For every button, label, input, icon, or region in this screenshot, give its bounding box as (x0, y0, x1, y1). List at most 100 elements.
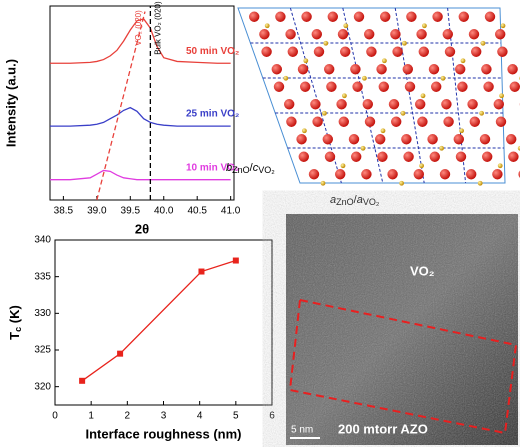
data-point (198, 268, 205, 275)
scale-label: 5 nm (291, 425, 313, 436)
atom (479, 134, 491, 145)
atom (375, 134, 386, 145)
atom (507, 64, 518, 75)
series-line (81, 259, 237, 382)
atom (298, 151, 309, 162)
atom (324, 64, 335, 75)
atom-small (283, 75, 289, 81)
x-tick-label: 5 (233, 411, 239, 422)
atom (441, 99, 452, 110)
atom (418, 46, 429, 57)
atom (469, 116, 480, 127)
y-tick-label: 330 (34, 308, 51, 319)
atom-small (419, 163, 424, 169)
atom (377, 151, 388, 162)
y-axis-label: Intensity (a.u.) (3, 59, 18, 147)
cell-outline (237, 7, 506, 184)
series-line (50, 106, 231, 127)
atom (455, 151, 467, 162)
x-tick-label: 1 (88, 411, 94, 422)
atom (297, 64, 309, 75)
atom (444, 46, 456, 57)
atom (508, 151, 519, 162)
atom (493, 99, 504, 110)
atom (287, 46, 298, 57)
y-label-part: T (7, 332, 22, 340)
atom (387, 169, 398, 180)
atom (481, 64, 492, 75)
atom (327, 11, 338, 22)
atom-small (382, 58, 387, 64)
atom (308, 169, 320, 180)
phase-label: 200 mtorr AZO (338, 421, 428, 436)
series-line (50, 169, 231, 181)
a-axis-label: aZnO/aVO₂ (330, 194, 380, 207)
atom-small (439, 145, 444, 151)
atom-small (362, 75, 367, 81)
x-tick-label: 40.5 (187, 206, 207, 217)
atom (416, 29, 427, 40)
atom (402, 64, 413, 75)
y-tick-label: 335 (34, 271, 51, 282)
atom (326, 81, 337, 92)
atom (335, 169, 346, 180)
atom (361, 169, 372, 180)
atom (285, 29, 296, 40)
atom (455, 64, 466, 75)
atom (401, 134, 412, 145)
atom (311, 29, 322, 40)
atom-small (264, 23, 270, 29)
atom (249, 11, 260, 22)
atom (390, 29, 401, 40)
atom (482, 151, 493, 162)
atom (362, 99, 373, 110)
atom-small (440, 75, 446, 81)
plot-frame (49, 5, 235, 201)
atom-small (517, 145, 520, 151)
interface-box (288, 298, 518, 435)
atom (471, 46, 482, 57)
x-tick-label: 2 (125, 411, 131, 422)
atom (391, 116, 402, 127)
tem-texture (286, 214, 518, 445)
atom (348, 134, 360, 145)
atom-small (302, 128, 307, 134)
atom-small (480, 40, 486, 46)
atom (380, 11, 391, 22)
atom (364, 116, 376, 127)
y-tick-label: 320 (34, 381, 51, 392)
guide-line (96, 11, 146, 201)
series-label: 50 min VO₂ (186, 46, 239, 57)
plot-frame (54, 239, 273, 406)
atom (417, 116, 428, 127)
atom (366, 46, 377, 57)
series-label: 25 min VO₂ (186, 109, 239, 120)
atom (284, 99, 295, 110)
atom (484, 11, 496, 22)
x-tick-label: 41.0 (221, 206, 241, 217)
atom-small (420, 93, 426, 99)
atom-small (499, 93, 504, 99)
x-tick-label: 40.0 (154, 206, 174, 217)
atom (483, 81, 494, 92)
atom (350, 64, 361, 75)
atom-small (399, 180, 404, 186)
x-axis-label: Interface roughness (nm) (85, 426, 241, 441)
atom (457, 81, 468, 92)
atom-small (342, 93, 347, 99)
atom-small (477, 180, 483, 186)
y-label-part: c (13, 327, 23, 332)
annotation: Bulk VO₂ (020) (153, 1, 162, 55)
atom-small (479, 110, 484, 116)
y-axis-label: Tc (K) (7, 305, 23, 340)
x-tick-label: 0 (52, 411, 58, 422)
atom (439, 169, 451, 180)
atom (404, 81, 416, 92)
series-line (50, 18, 231, 64)
atom (301, 11, 312, 22)
atom (364, 29, 375, 40)
b-axis-label: bZnO/cVO₂ (226, 162, 275, 175)
atom (495, 29, 506, 40)
atom (392, 46, 403, 57)
